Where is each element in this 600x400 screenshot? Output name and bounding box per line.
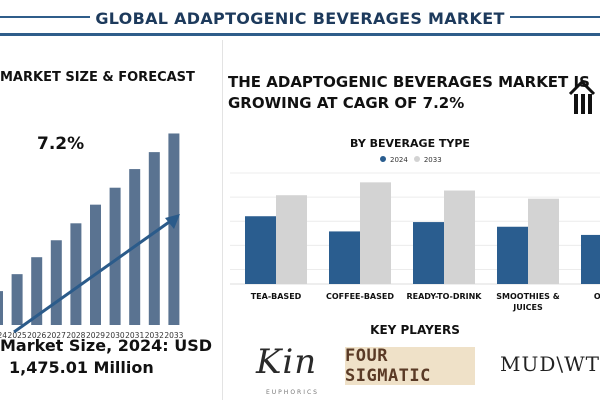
bar-2033-0 xyxy=(276,195,307,284)
bar-2024-2 xyxy=(413,222,444,284)
bar-2024-0 xyxy=(245,216,276,284)
bar-2024-4 xyxy=(581,234,600,284)
title-bar: GLOBAL ADAPTOGENIC BEVERAGES MARKET xyxy=(0,0,600,36)
forecast-bar-2028 xyxy=(70,223,82,325)
kin-logo-subtitle: EUPHORICS xyxy=(266,389,319,396)
forecast-tick-2024: 2024 xyxy=(0,331,7,340)
forecast-tick-2025: 2025 xyxy=(8,331,27,340)
forecast-tick-2027: 2027 xyxy=(47,331,66,340)
bar-2024-1 xyxy=(329,231,360,284)
cagr-label: 7.2% xyxy=(37,134,85,154)
beverage-legend: 2024 2033 xyxy=(380,156,442,164)
key-players-title: KEY PLAYERS xyxy=(370,323,460,337)
bar-2024-3 xyxy=(497,226,528,284)
cagr-headline-line2: GROWING AT CAGR OF 7.2% xyxy=(228,94,465,112)
legend-item-2024: 2024 xyxy=(380,156,408,164)
kin-logo: Kin xyxy=(256,342,318,382)
beverage-chart: TEA-BASED COFFEE-BASED READY-TO-DRINK SMOOT… xyxy=(230,172,600,312)
category-label-4: OTHERS xyxy=(594,292,600,301)
forecast-bar-2025 xyxy=(11,274,23,325)
forecast-bar-2029 xyxy=(90,204,101,325)
forecast-tick-2028: 2028 xyxy=(66,331,85,340)
forecast-tick-2030: 2030 xyxy=(106,331,125,340)
category-label-3: SMOOTHIES & xyxy=(496,292,559,301)
forecast-bar-2033 xyxy=(168,133,180,325)
page-title: GLOBAL ADAPTOGENIC BEVERAGES MARKET xyxy=(95,9,505,28)
legend-label-2033: 2033 xyxy=(423,156,442,164)
bar-2033-1 xyxy=(360,182,391,284)
building-icon xyxy=(568,79,596,114)
bar-2033-2 xyxy=(444,190,475,284)
forecast-tick-2031: 2031 xyxy=(125,331,144,340)
category-label-2: READY-TO-DRINK xyxy=(406,292,482,301)
forecast-heading: MARKET SIZE & FORECAST xyxy=(0,70,195,85)
legend-item-2033: 2033 xyxy=(413,156,442,164)
forecast-tick-2026: 2026 xyxy=(27,331,46,340)
bar-2033-3 xyxy=(528,198,559,284)
title-rule-right xyxy=(510,16,600,18)
forecast-chart: 2024202520262027202820292030203120322033 xyxy=(0,133,184,340)
forecast-tick-2032: 2032 xyxy=(145,331,164,340)
forecast-bar-2024 xyxy=(0,291,3,325)
legend-swatch-2024 xyxy=(380,156,386,162)
forecast-bar-2026 xyxy=(31,257,43,325)
forecast-tick-2033: 2033 xyxy=(164,331,183,340)
market-size-line2: 1,475.01 Million xyxy=(9,358,154,377)
cagr-headline-line1: THE ADAPTOGENIC BEVERAGES MARKET IS xyxy=(228,73,590,91)
market-size-text: Market Size, 2024: USD 1,475.01 Million xyxy=(0,335,212,379)
legend-swatch-2033 xyxy=(413,156,420,162)
forecast-arrow-head xyxy=(165,214,180,229)
category-label-0: TEA-BASED xyxy=(251,292,302,301)
forecast-bar-2027 xyxy=(50,240,62,325)
beverage-chart-title: BY BEVERAGE TYPE xyxy=(350,137,470,150)
market-size-line1: Market Size, 2024: USD xyxy=(0,336,213,355)
category-label-1: COFFEE-BASED xyxy=(326,292,394,301)
panel-divider xyxy=(222,40,223,400)
forecast-arrow xyxy=(13,218,173,334)
category-label-3-line2: JUICES xyxy=(512,303,543,312)
forecast-bar-2032 xyxy=(148,152,160,325)
forecast-bar-2030 xyxy=(109,187,121,325)
four-sigmatic-logo: FOUR SIGMATIC xyxy=(345,346,475,386)
mud-wtr-logo: MUD\WTR xyxy=(500,352,600,376)
forecast-tick-2029: 2029 xyxy=(86,331,105,340)
cagr-headline: THE ADAPTOGENIC BEVERAGES MARKET IS GROW… xyxy=(228,72,590,114)
legend-label-2024: 2024 xyxy=(390,156,408,164)
title-rule-left xyxy=(0,16,90,18)
